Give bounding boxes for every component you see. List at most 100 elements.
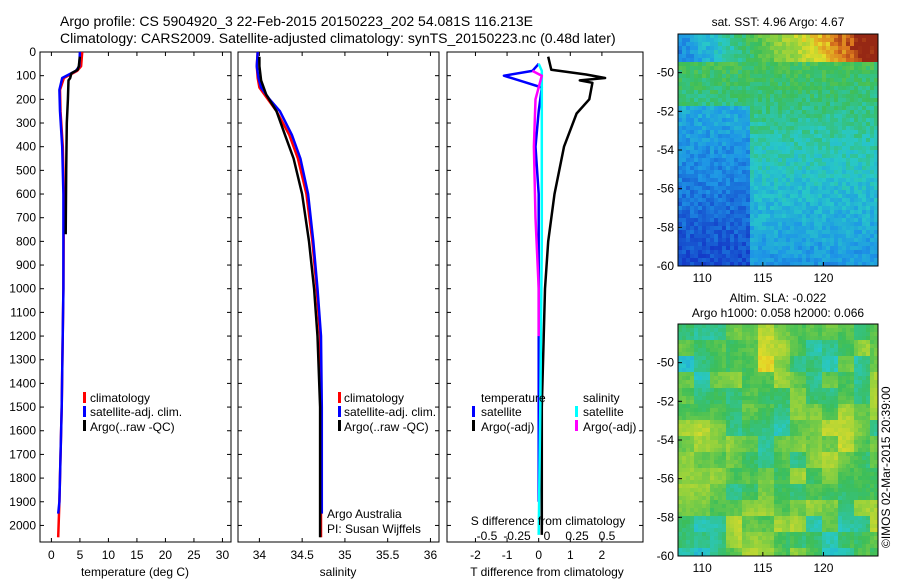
map-cell <box>830 336 835 341</box>
map-cell <box>678 158 683 163</box>
map-cell <box>738 356 743 361</box>
map-cell <box>742 424 747 429</box>
map-cell <box>818 344 823 349</box>
map-cell <box>746 70 751 75</box>
map-cell <box>874 420 879 425</box>
map-cell <box>754 416 759 421</box>
map-cell <box>734 106 739 111</box>
map-cell <box>790 166 795 171</box>
map-cell <box>746 468 751 473</box>
map-cell <box>706 328 711 333</box>
map-cell <box>718 460 723 465</box>
map-cell <box>790 460 795 465</box>
map-cell <box>798 62 803 67</box>
map-cell <box>770 416 775 421</box>
map-cell <box>782 360 787 365</box>
map-cell <box>826 360 831 365</box>
map-cell <box>850 206 855 211</box>
map-cell <box>854 122 859 127</box>
map-cell <box>754 118 759 123</box>
map-cell <box>714 372 719 377</box>
map-cell <box>770 86 775 91</box>
map-cell <box>702 146 707 151</box>
map-cell <box>682 130 687 135</box>
map-cell <box>698 254 703 259</box>
map-cell <box>846 368 851 373</box>
map-cell <box>826 254 831 259</box>
map-cell <box>686 190 691 195</box>
map-cell <box>834 90 839 95</box>
map-cell <box>710 352 715 357</box>
map-cell <box>818 130 823 135</box>
map-cell <box>874 388 879 393</box>
map-cell <box>682 126 687 131</box>
map-cell <box>694 202 699 207</box>
map-cell <box>850 178 855 183</box>
map-cell <box>846 214 851 219</box>
map-cell <box>746 448 751 453</box>
map-cell <box>870 58 875 63</box>
map-cell <box>846 456 851 461</box>
map-cell <box>718 54 723 59</box>
map-cell <box>746 254 751 259</box>
map-cell <box>814 444 819 449</box>
map-cell <box>774 82 779 87</box>
map-cell <box>766 420 771 425</box>
map-cell <box>682 170 687 175</box>
map-cell <box>822 198 827 203</box>
map-cell <box>822 202 827 207</box>
map-cell <box>778 436 783 441</box>
map-cell <box>738 98 743 103</box>
map-cell <box>810 90 815 95</box>
map-cell <box>822 464 827 469</box>
map-cell <box>826 122 831 127</box>
map-cell <box>834 158 839 163</box>
map-cell <box>734 154 739 159</box>
map-cell <box>746 142 751 147</box>
map-cell <box>726 448 731 453</box>
map-y-tick-label: -52 <box>657 104 675 118</box>
map-cell <box>746 122 751 127</box>
map-cell <box>694 126 699 131</box>
map-cell <box>870 110 875 115</box>
map-cell <box>710 122 715 127</box>
map-cell <box>850 198 855 203</box>
map-cell <box>754 194 759 199</box>
map-cell <box>778 150 783 155</box>
map-cell <box>774 340 779 345</box>
map-cell <box>682 380 687 385</box>
map-cell <box>846 356 851 361</box>
map-cell <box>826 456 831 461</box>
map-cell <box>774 424 779 429</box>
map-cell <box>814 102 819 107</box>
map-cell <box>858 460 863 465</box>
map-cell <box>870 456 875 461</box>
map-cell <box>754 34 759 39</box>
map-cell <box>786 190 791 195</box>
map-cell <box>806 388 811 393</box>
map-cell <box>790 186 795 191</box>
map-cell <box>694 74 699 79</box>
map-cell <box>854 368 859 373</box>
map-cell <box>770 432 775 437</box>
map-cell <box>798 238 803 243</box>
map-cell <box>762 114 767 119</box>
map-cell <box>686 138 691 143</box>
map-cell <box>822 62 827 67</box>
map-cell <box>678 202 683 207</box>
map-cell <box>778 352 783 357</box>
map-cell <box>858 262 863 267</box>
map-cell <box>778 210 783 215</box>
map-cell <box>738 400 743 405</box>
map-cell <box>746 74 751 79</box>
map-cell <box>698 122 703 127</box>
map-cell <box>754 150 759 155</box>
map-cell <box>858 396 863 401</box>
map-cell <box>738 70 743 75</box>
map-cell <box>754 408 759 413</box>
map-cell <box>858 380 863 385</box>
map-cell <box>718 106 723 111</box>
map-cell <box>702 90 707 95</box>
map-cell <box>726 364 731 369</box>
map-cell <box>698 34 703 39</box>
